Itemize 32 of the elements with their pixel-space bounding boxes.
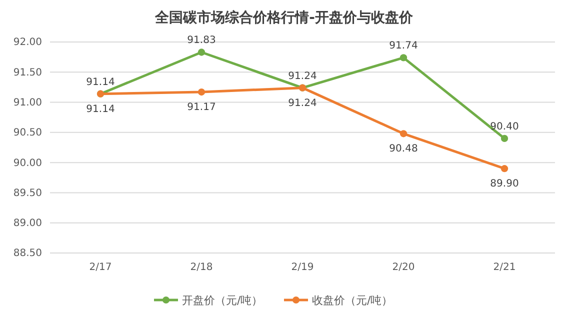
y-tick-label: 88.50 <box>13 248 42 260</box>
point <box>500 134 508 142</box>
point <box>400 130 408 138</box>
data-label: 91.14 <box>86 76 115 88</box>
data-label: 90.40 <box>490 121 519 132</box>
point <box>198 88 206 96</box>
y-tick-label: 91.00 <box>13 97 42 108</box>
x-tick-label: 2/20 <box>392 262 415 274</box>
y-tick-label: 92.00 <box>13 37 42 48</box>
data-label: 91.83 <box>187 35 216 46</box>
legend-label: 收盘价（元/吨） <box>312 294 393 307</box>
point <box>500 165 508 172</box>
data-label: 91.24 <box>288 98 317 109</box>
data-label: 91.74 <box>389 40 418 52</box>
data-label: 91.24 <box>288 70 317 82</box>
x-tick-label: 2/18 <box>190 262 213 274</box>
data-label: 91.17 <box>187 102 216 114</box>
point <box>400 54 408 62</box>
data-label: 89.90 <box>490 178 519 190</box>
y-tick-label: 89.00 <box>13 218 42 230</box>
y-tick-label: 90.50 <box>13 128 42 139</box>
legend-label: 开盘价（元/吨） <box>182 294 263 307</box>
chart-title: 全国碳市场综合价格行情-开盘价与收盘价 <box>154 9 414 26</box>
data-label: 91.14 <box>86 104 115 115</box>
data-label: 90.48 <box>389 144 418 155</box>
x-tick-label: 2/21 <box>493 262 516 274</box>
x-tick-label: 2/19 <box>291 262 314 274</box>
x-tick-label: 2/17 <box>89 262 112 274</box>
y-tick-label: 90.00 <box>13 158 42 169</box>
point <box>198 48 206 56</box>
y-tick-label: 89.50 <box>13 188 42 199</box>
y-tick-label: 91.50 <box>13 67 42 78</box>
